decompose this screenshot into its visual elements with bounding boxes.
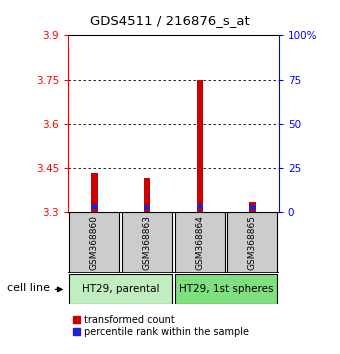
Text: GSM368863: GSM368863 — [142, 215, 152, 270]
Bar — [175, 274, 277, 304]
Bar — [197, 204, 203, 209]
Bar — [69, 212, 119, 273]
Bar — [144, 205, 150, 210]
Legend: transformed count, percentile rank within the sample: transformed count, percentile rank withi… — [73, 315, 249, 337]
Bar — [227, 212, 277, 273]
Text: cell line: cell line — [7, 282, 50, 293]
Text: HT29, 1st spheres: HT29, 1st spheres — [179, 284, 273, 295]
Text: GSM368864: GSM368864 — [195, 215, 204, 270]
Text: HT29, parental: HT29, parental — [82, 284, 159, 295]
Text: GSM368865: GSM368865 — [248, 215, 257, 270]
Bar — [91, 204, 98, 209]
Bar — [69, 274, 172, 304]
Bar — [122, 212, 172, 273]
Bar — [197, 80, 203, 212]
Bar — [144, 178, 150, 212]
Text: GSM368860: GSM368860 — [90, 215, 99, 270]
Bar — [175, 212, 225, 273]
Text: GDS4511 / 216876_s_at: GDS4511 / 216876_s_at — [90, 14, 250, 27]
Bar — [91, 172, 98, 212]
Bar — [249, 205, 256, 210]
Bar — [249, 202, 256, 212]
